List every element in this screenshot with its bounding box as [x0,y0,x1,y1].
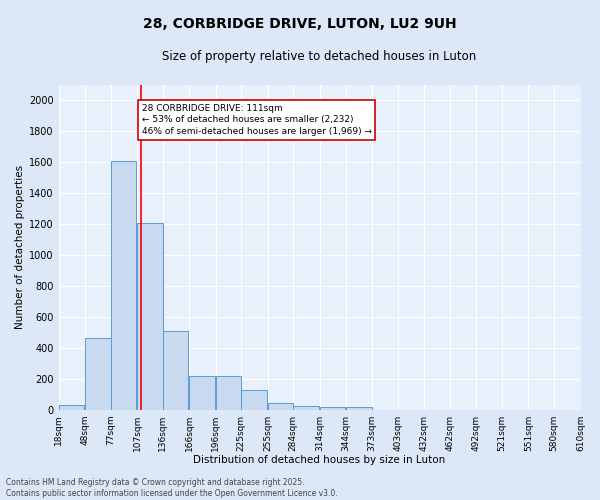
Text: Contains HM Land Registry data © Crown copyright and database right 2025.
Contai: Contains HM Land Registry data © Crown c… [6,478,338,498]
Bar [293,406,319,409]
Bar [85,338,110,409]
Bar [268,404,293,409]
Y-axis label: Number of detached properties: Number of detached properties [15,165,25,330]
X-axis label: Distribution of detached houses by size in Luton: Distribution of detached houses by size … [193,455,446,465]
Bar [137,222,163,410]
Bar [215,376,241,410]
Bar [59,405,84,409]
Bar [110,160,136,410]
Bar [189,376,215,410]
Bar [320,406,345,410]
Text: 28, CORBRIDGE DRIVE, LUTON, LU2 9UH: 28, CORBRIDGE DRIVE, LUTON, LU2 9UH [143,18,457,32]
Bar [163,331,188,409]
Text: 28 CORBRIDGE DRIVE: 111sqm
← 53% of detached houses are smaller (2,232)
46% of s: 28 CORBRIDGE DRIVE: 111sqm ← 53% of deta… [142,104,371,136]
Bar [241,390,266,409]
Bar [346,406,371,410]
Title: Size of property relative to detached houses in Luton: Size of property relative to detached ho… [163,50,477,63]
